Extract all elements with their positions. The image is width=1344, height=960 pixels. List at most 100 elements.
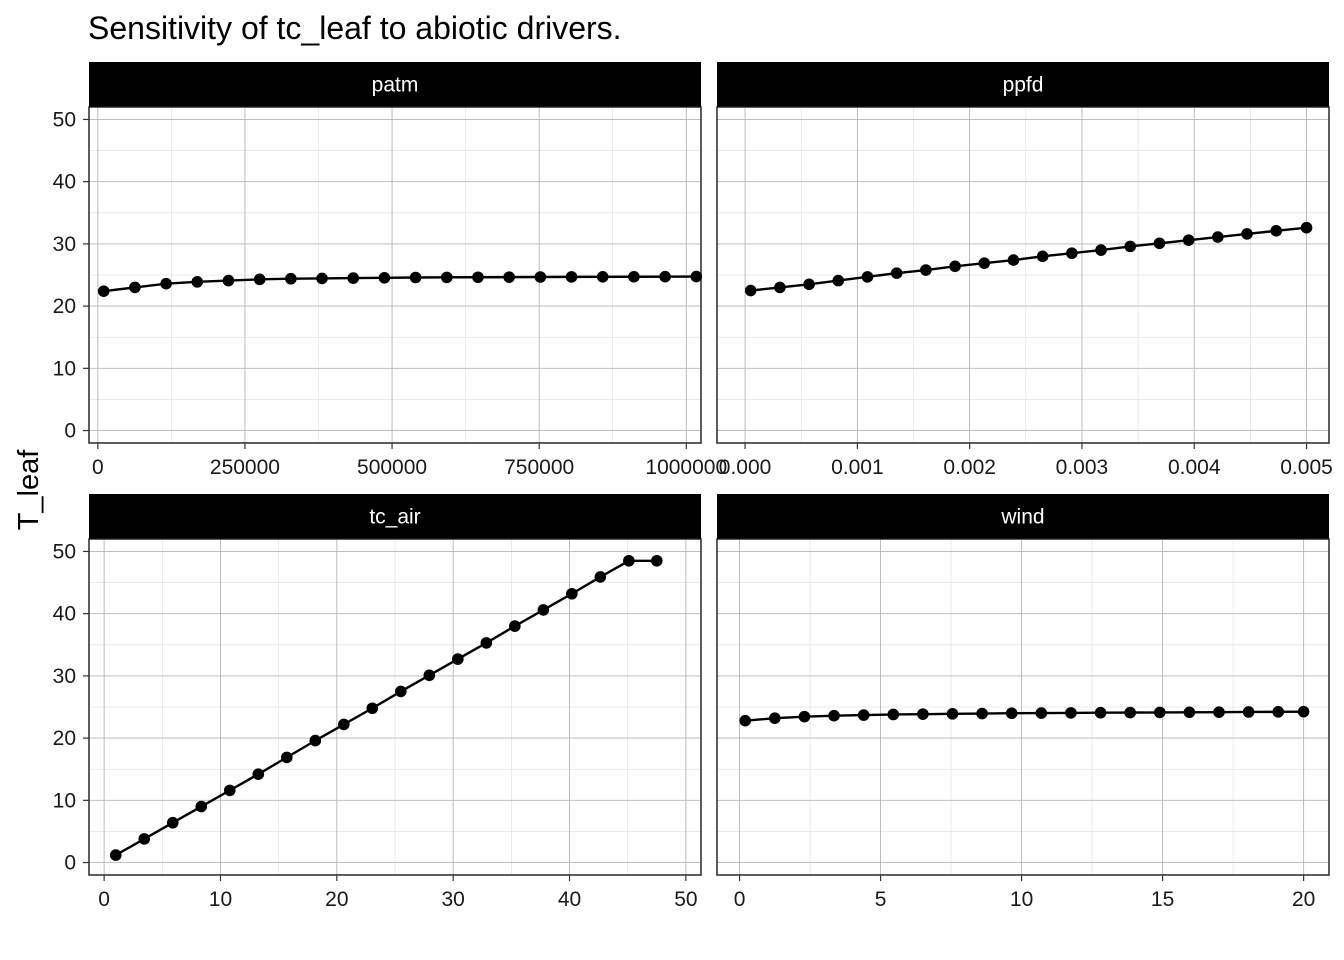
panel-border bbox=[716, 106, 1330, 444]
panel-tc_air: tc_air 0 10 20 30 40 50 0 10 20 30 40 50 bbox=[53, 494, 702, 911]
x-tick-label: 750000 bbox=[504, 456, 574, 479]
data-point bbox=[1182, 234, 1195, 246]
x-tick-label: 500000 bbox=[357, 456, 427, 479]
data-point bbox=[861, 271, 874, 283]
data-point bbox=[1213, 706, 1225, 718]
data-point bbox=[1300, 221, 1313, 234]
data-point bbox=[338, 718, 350, 731]
x-tick-label: 0.001 bbox=[831, 456, 884, 479]
data-point bbox=[1094, 706, 1107, 719]
data-point bbox=[480, 637, 493, 649]
data-point bbox=[1124, 240, 1137, 253]
x-tick-label: 20 bbox=[1292, 888, 1315, 911]
data-point bbox=[803, 278, 815, 291]
data-point bbox=[887, 708, 900, 721]
data-point bbox=[309, 734, 322, 747]
data-point bbox=[769, 712, 781, 724]
y-tick-label: 10 bbox=[53, 357, 76, 380]
data-point bbox=[744, 284, 757, 297]
data-point bbox=[565, 271, 578, 283]
facet-strip bbox=[89, 62, 701, 107]
data-point bbox=[280, 751, 293, 764]
data-point bbox=[1035, 707, 1048, 719]
data-point bbox=[472, 271, 484, 284]
series-line bbox=[115, 559, 657, 857]
data-point bbox=[252, 768, 265, 780]
y-axis-label: T_leaf bbox=[13, 449, 45, 531]
data-point bbox=[949, 260, 961, 273]
data-point bbox=[395, 685, 407, 698]
facet-strip bbox=[89, 494, 701, 539]
x-tick-label: 10 bbox=[209, 888, 232, 911]
data-point bbox=[223, 784, 236, 797]
data-point bbox=[623, 554, 635, 567]
x-tick-label: 0 bbox=[734, 888, 746, 911]
data-point bbox=[503, 271, 515, 283]
data-point bbox=[253, 273, 266, 286]
data-point bbox=[739, 714, 752, 727]
data-point bbox=[378, 272, 391, 284]
data-point bbox=[596, 271, 609, 283]
data-point bbox=[160, 277, 172, 290]
y-tick-label: 40 bbox=[53, 603, 76, 626]
data-point bbox=[534, 271, 547, 283]
x-tick-label: 50 bbox=[674, 888, 697, 911]
data-point bbox=[1183, 706, 1196, 719]
data-point bbox=[537, 604, 550, 616]
data-point bbox=[1297, 705, 1310, 718]
facet-strip-label: patm bbox=[372, 74, 419, 97]
data-point bbox=[166, 816, 179, 829]
data-point bbox=[946, 708, 959, 720]
data-point bbox=[129, 281, 141, 294]
data-point bbox=[1124, 706, 1136, 719]
y-tick-label: 50 bbox=[53, 108, 76, 131]
x-tick-label: 30 bbox=[441, 888, 464, 911]
chart-title: Sensitivity of tc_leaf to abiotic driver… bbox=[88, 10, 622, 46]
panel-patm: patm 0 250000 500000 750000 1000000 0 10 20 30 40 5… bbox=[53, 62, 727, 479]
data-point bbox=[917, 708, 929, 720]
data-point bbox=[138, 833, 151, 845]
x-tick-label: 0.000 bbox=[719, 456, 772, 479]
x-tick-label: 20 bbox=[325, 888, 348, 911]
y-tick-label: 20 bbox=[53, 295, 76, 318]
data-point bbox=[423, 669, 436, 682]
data-point bbox=[440, 271, 453, 284]
y-tick-label: 10 bbox=[53, 789, 76, 812]
data-point bbox=[1272, 706, 1285, 718]
facet-strip-label: ppfd bbox=[1003, 74, 1044, 97]
x-tick-label: 5 bbox=[875, 888, 887, 911]
data-point bbox=[774, 281, 786, 294]
facet-strip bbox=[717, 494, 1329, 539]
facet-strip bbox=[717, 62, 1329, 107]
x-tick-label: 0 bbox=[98, 888, 110, 911]
y-tick-label: 50 bbox=[53, 540, 76, 563]
x-tick-label: 40 bbox=[558, 888, 581, 911]
x-tick-label: 15 bbox=[1151, 888, 1174, 911]
data-point bbox=[828, 709, 840, 722]
data-point bbox=[366, 702, 379, 715]
data-point bbox=[628, 270, 640, 283]
y-tick-label: 0 bbox=[64, 852, 76, 875]
panel-border bbox=[88, 538, 702, 876]
data-point bbox=[409, 271, 422, 284]
data-point bbox=[1153, 706, 1166, 719]
x-tick-label: 10 bbox=[1010, 888, 1033, 911]
data-point bbox=[594, 571, 607, 583]
panel-wind: wind 0 5 10 15 20 bbox=[716, 494, 1330, 911]
y-tick-label: 30 bbox=[53, 665, 76, 688]
y-tick-label: 20 bbox=[53, 727, 76, 750]
x-tick-label: 0.004 bbox=[1168, 456, 1221, 479]
data-point bbox=[109, 849, 122, 861]
y-tick-label: 0 bbox=[64, 420, 76, 443]
panel-border bbox=[716, 538, 1330, 876]
y-tick-label: 40 bbox=[53, 171, 76, 194]
y-tick-label: 30 bbox=[53, 233, 76, 256]
data-point bbox=[1095, 244, 1107, 256]
data-point bbox=[690, 270, 703, 283]
x-tick-label: 0.002 bbox=[943, 456, 996, 479]
data-point bbox=[1242, 706, 1255, 718]
x-tick-label: 0 bbox=[92, 456, 104, 479]
data-point bbox=[890, 267, 903, 279]
data-point bbox=[1005, 707, 1018, 720]
data-point bbox=[976, 707, 988, 720]
